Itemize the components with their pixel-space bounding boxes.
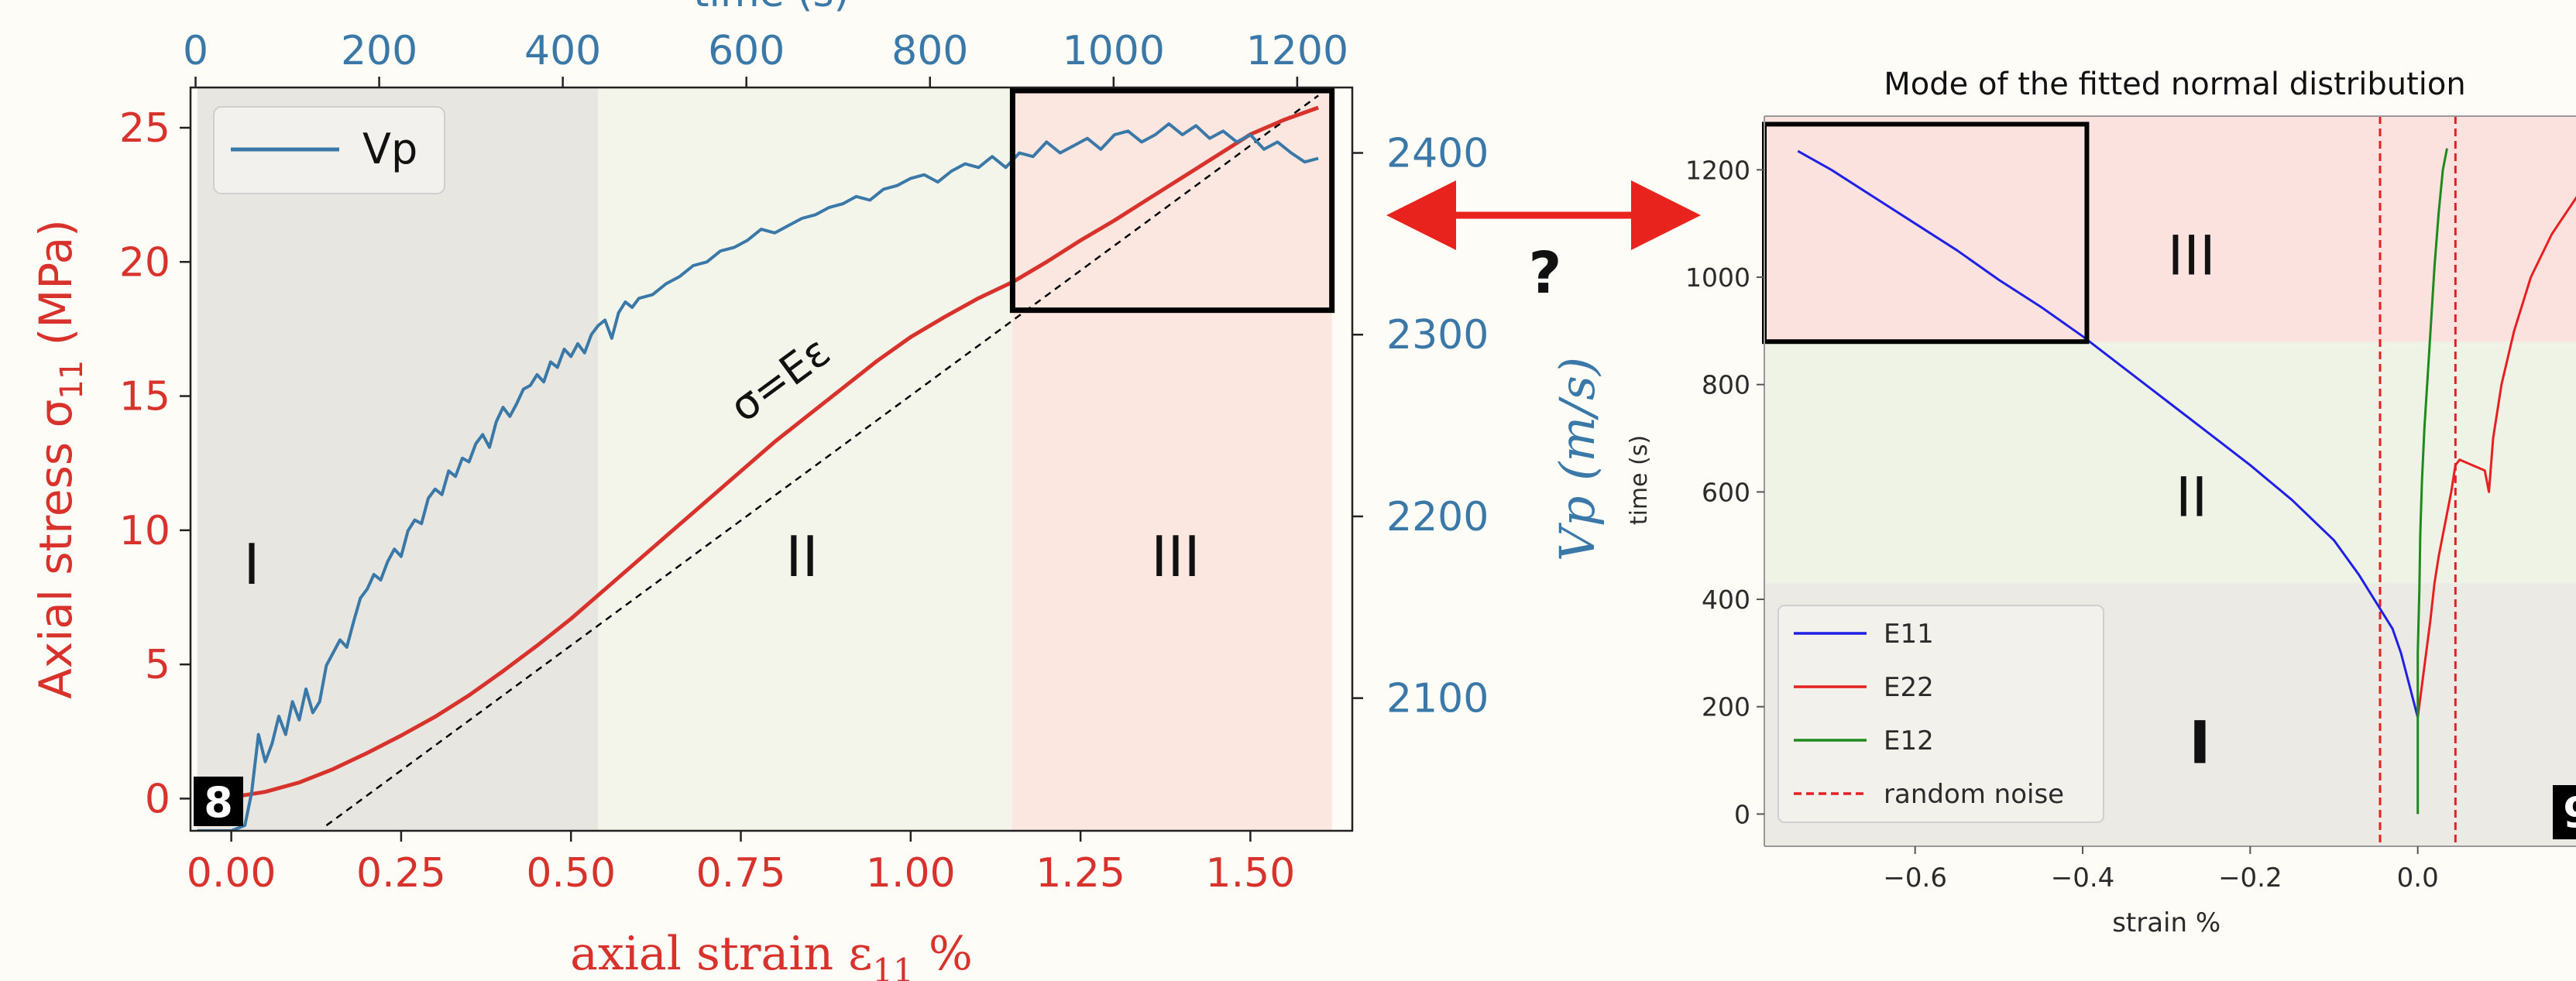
region-3-band <box>1764 116 2576 342</box>
top-tick-label: 800 <box>891 28 968 74</box>
left-axis-ticks: 0 200 400 600 800 1000 1200 <box>1685 155 1764 829</box>
legend-label-4: random noise <box>1884 779 2064 810</box>
x-tick-label: −0.4 <box>2051 863 2115 894</box>
region-3-label: III <box>2168 224 2216 287</box>
top-tick-label: 1000 <box>1063 28 1165 74</box>
region-2-label: II <box>785 524 818 589</box>
y-axis-label: time (s) <box>1626 435 1653 525</box>
y-axis-label: Axial stress σ11 (MPa) <box>29 219 90 699</box>
region-2-label: II <box>2176 465 2207 529</box>
series-vp-line <box>197 122 1319 831</box>
y-tick-label: 20 <box>119 239 170 286</box>
x-tick-label: −0.2 <box>2218 863 2282 894</box>
axis-labels: Mode of the fitted normal distribution st… <box>1626 67 2466 938</box>
region-2-band <box>598 87 1013 831</box>
legend-label-vp: Vp <box>362 125 417 173</box>
top-tick-label: 0 <box>183 28 208 74</box>
region-backgrounds <box>197 87 1332 831</box>
y-tick-label: 1200 <box>1685 155 1750 185</box>
y-tick-label: 0 <box>1734 799 1750 829</box>
legend-label-1: E11 <box>1884 619 1934 650</box>
y2-tick-label: 2100 <box>1386 676 1489 722</box>
region-2-band <box>1764 341 2576 584</box>
left-axis-ticks: 0 5 10 15 20 25 <box>119 105 191 822</box>
right-axis-ticks: 2100 2200 2300 2400 <box>1352 130 1489 722</box>
question-mark: ? <box>1529 240 1562 307</box>
top-axis-label: time (s) <box>693 0 850 16</box>
bottom-axis-ticks: −0.6 −0.4 −0.2 0.0 <box>1883 846 2439 894</box>
series-stress-line <box>197 105 1319 801</box>
badge-label: 8 <box>204 778 233 827</box>
region-1-label: I <box>243 532 259 597</box>
chart-title: Mode of the fitted normal distribution <box>1884 67 2465 102</box>
noise-lines <box>2379 116 2457 846</box>
y-tick-label: 15 <box>119 374 170 420</box>
y-tick-label: 200 <box>1702 692 1750 722</box>
top-axis-ticks: 0 200 400 600 800 1000 1200 <box>183 28 1348 87</box>
legend: Vp <box>213 106 445 194</box>
panel-badge: 8 <box>194 777 243 827</box>
region-1-label: I <box>2189 708 2210 777</box>
legend-label-2: E22 <box>1884 672 1934 703</box>
y-tick-label: 5 <box>145 642 170 688</box>
legend: E11 E22 E12 random noise <box>1777 605 2104 823</box>
x-tick-label: 0.75 <box>696 850 786 897</box>
legend-box <box>1777 605 2104 823</box>
plot-frame <box>189 86 1354 832</box>
top-tick-label: 200 <box>341 28 417 74</box>
y2-tick-label: 2300 <box>1386 312 1489 358</box>
bottom-axis-ticks: 0.00 0.25 0.50 0.75 1.00 1.25 1.50 <box>187 831 1296 897</box>
region-1-band <box>197 87 599 831</box>
region-3-label: III <box>1151 524 1200 589</box>
y-tick-label: 400 <box>1702 585 1750 615</box>
y-tick-label: 25 <box>119 105 170 152</box>
x-tick-label: 1.25 <box>1036 850 1125 897</box>
badge-label: 9 <box>2563 788 2576 837</box>
series-layer <box>1797 148 2576 815</box>
y-tick-label: 1000 <box>1685 262 1750 293</box>
x-tick-label: 0.00 <box>187 850 276 897</box>
x-tick-label: 0.25 <box>356 850 446 897</box>
comparison-annotation: ? <box>1386 180 1701 307</box>
series-e12-line <box>2416 148 2448 815</box>
x-tick-label: 0.0 <box>2397 863 2439 894</box>
legend-label-3: E12 <box>1884 725 1934 756</box>
x-tick-label: 0.50 <box>526 850 616 897</box>
top-tick-label: 600 <box>708 28 785 74</box>
x-tick-label: −0.6 <box>1883 863 1947 894</box>
y2-tick-label: 2400 <box>1386 130 1489 177</box>
highlight-box <box>1009 87 1335 314</box>
x-tick-label: 1.50 <box>1206 850 1296 897</box>
y-tick-label: 0 <box>145 776 170 822</box>
x-axis-label: strain % <box>2112 907 2221 938</box>
badge-box <box>2553 785 2576 839</box>
x-tick-label: 1.00 <box>866 850 956 897</box>
y-tick-label: 800 <box>1702 370 1750 400</box>
panel-badge: 9 <box>2553 785 2576 839</box>
x-axis-label: axial strain ε11 % <box>570 927 973 981</box>
top-tick-label: 1200 <box>1246 28 1348 74</box>
y-tick-label: 600 <box>1702 477 1750 507</box>
y2-axis-label: Vp (m/s) <box>1549 357 1606 561</box>
region-3-box <box>1009 87 1335 314</box>
badge-box <box>194 777 243 826</box>
region-3-band <box>1012 87 1332 831</box>
top-tick-label: 400 <box>524 28 601 74</box>
series-e22-line <box>2416 196 2576 718</box>
y-tick-label: 10 <box>119 508 170 554</box>
series-e11-line <box>1797 149 2420 718</box>
y2-tick-label: 2200 <box>1386 494 1489 540</box>
series-layer <box>197 94 1319 831</box>
axis-labels: axial strain ε11 % Axial stress σ11 (MPa)… <box>29 0 1606 981</box>
